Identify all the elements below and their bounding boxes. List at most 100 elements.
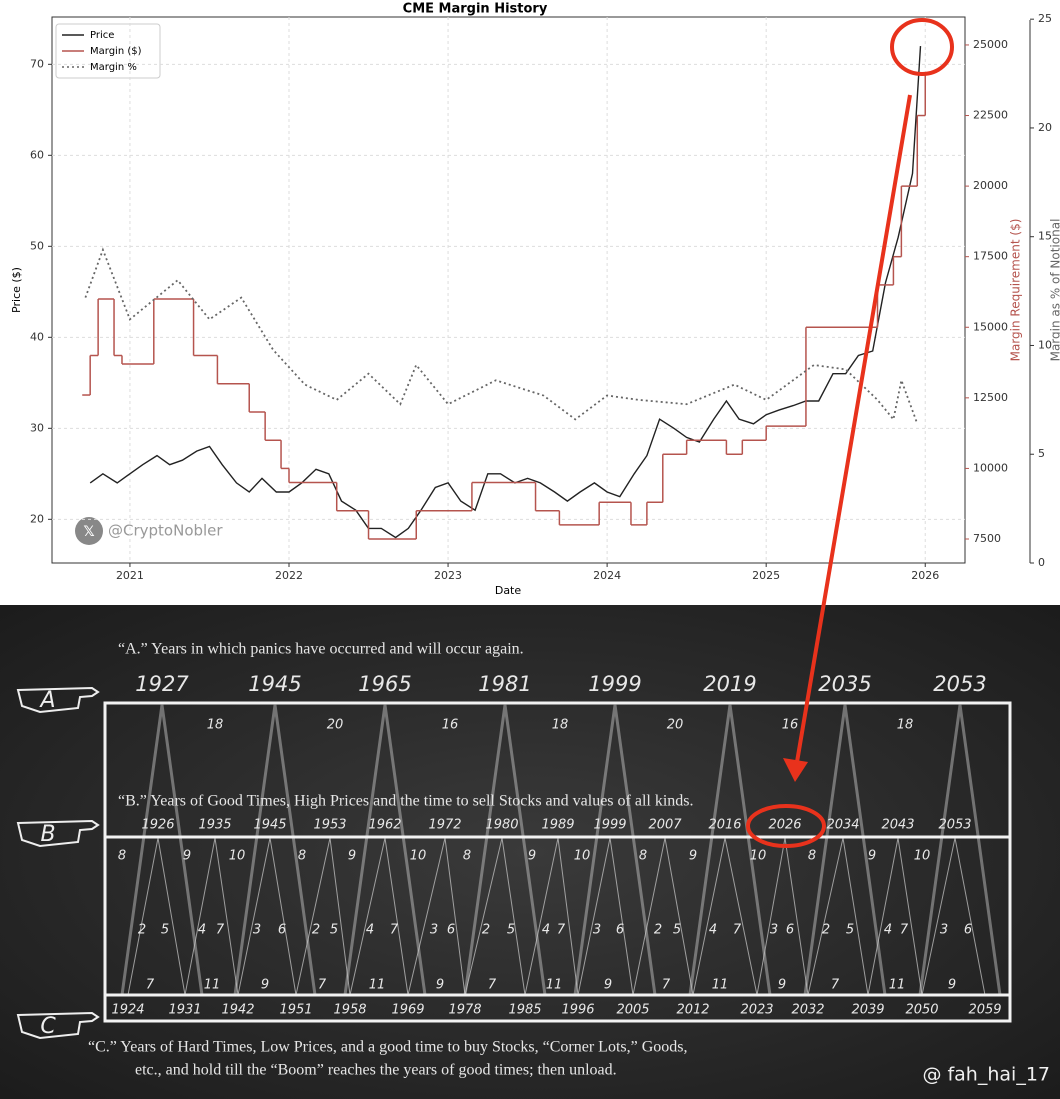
a-interval: 20 <box>667 718 684 733</box>
hand-label: B <box>40 822 55 847</box>
b-year: 1945 <box>253 818 286 833</box>
interval-number: 2 <box>482 923 490 938</box>
x-tick-label: 2022 <box>275 569 303 582</box>
y2-tick-label: 17500 <box>973 250 1008 263</box>
c-year: 1942 <box>221 1003 254 1018</box>
c-year: 1951 <box>279 1003 312 1018</box>
interval-number: 6 <box>447 923 455 938</box>
highlight-circle <box>890 18 954 76</box>
interval-number: 3 <box>770 923 778 938</box>
interval-number: 8 <box>298 849 306 864</box>
interval-number: 3 <box>253 923 261 938</box>
a-interval: 18 <box>207 718 224 733</box>
hands <box>16 686 100 1040</box>
interval-number: 11 <box>889 978 906 993</box>
interval-number: 5 <box>507 923 515 938</box>
interval-number: 7 <box>488 978 497 993</box>
interval-number: 9 <box>436 978 444 993</box>
c-year: 1958 <box>333 1003 366 1018</box>
y3-tick-label: 25 <box>1038 12 1052 25</box>
interval-number: 9 <box>183 849 191 864</box>
b-year: 1989 <box>541 818 574 833</box>
interval-number: 2 <box>138 923 146 938</box>
caption-a: “A.” Years in which panics have occurred… <box>118 641 524 658</box>
b-year: 2043 <box>881 818 914 833</box>
interval-number: 9 <box>689 849 697 864</box>
interval-number: 4 <box>709 923 717 938</box>
b-year: 1980 <box>485 818 518 833</box>
c-year: 1969 <box>391 1003 424 1018</box>
b-year: 2026 <box>768 818 801 833</box>
interval-number: 5 <box>846 923 854 938</box>
y2-tick-label: 25000 <box>973 38 1008 51</box>
interval-number: 7 <box>318 978 327 993</box>
a-year: 2019 <box>703 672 756 696</box>
interval-number: 2 <box>822 923 830 938</box>
a-cycle-lines <box>233 704 317 996</box>
a-cycle-lines <box>573 704 657 996</box>
svg-text:𝕏: 𝕏 <box>83 524 94 540</box>
chart-background <box>0 0 1060 605</box>
interval-number: 8 <box>639 849 647 864</box>
a-year: 1981 <box>478 672 531 696</box>
arrow-line <box>795 94 912 763</box>
y3-tick-label: 20 <box>1038 121 1052 134</box>
a-interval: 20 <box>327 718 344 733</box>
b-year: 1953 <box>313 818 346 833</box>
c-year: 2023 <box>740 1003 773 1018</box>
y-tick-label: 70 <box>30 57 44 70</box>
interval-number: 9 <box>948 978 956 993</box>
a-cycle-lines <box>803 704 887 996</box>
b-year: 1926 <box>141 818 174 833</box>
a-interval: 16 <box>782 718 799 733</box>
b-year: 1935 <box>198 818 231 833</box>
legend-label: Price <box>90 30 114 41</box>
caption-c: etc., and hold till the “Boom” reaches t… <box>135 1062 617 1079</box>
interval-number: 2 <box>654 923 662 938</box>
c-year: 2059 <box>968 1003 1001 1018</box>
a-cycle-lines <box>918 704 1002 996</box>
interval-number: 4 <box>366 923 374 938</box>
interval-number: 9 <box>348 849 356 864</box>
y-tick-label: 20 <box>30 512 44 525</box>
a-interval: 18 <box>552 718 569 733</box>
x-tick-label: 2023 <box>434 569 462 582</box>
b-year: 1972 <box>428 818 461 833</box>
caption-b: “B.” Years of Good Times, High Prices an… <box>118 793 694 810</box>
interval-number: 10 <box>750 849 767 864</box>
interval-number: 9 <box>261 978 269 993</box>
b-year: 1999 <box>593 818 626 833</box>
interval-number: 10 <box>914 849 931 864</box>
interval-number: 11 <box>369 978 386 993</box>
interval-number: 7 <box>557 923 566 938</box>
y2-tick-label: 20000 <box>973 179 1008 192</box>
interval-number: 11 <box>204 978 221 993</box>
interval-number: 8 <box>463 849 471 864</box>
a-cycle-lines <box>343 704 427 996</box>
b-year: 2016 <box>708 818 741 833</box>
series-line <box>89 46 922 539</box>
interval-number: 3 <box>430 923 438 938</box>
y2-tick-label: 15000 <box>973 320 1008 333</box>
x-tick-label: 2025 <box>752 569 780 582</box>
c-year: 1931 <box>168 1003 201 1018</box>
diagram-background <box>0 605 1060 1099</box>
y2-axis-label: Margin Requirement ($) <box>1009 219 1023 362</box>
interval-number: 3 <box>593 923 601 938</box>
hand-label: C <box>40 1014 56 1039</box>
c-year: 2005 <box>616 1003 649 1018</box>
y-tick-label: 30 <box>30 421 44 434</box>
x-axis-label: Date <box>495 584 522 597</box>
c-year: 1996 <box>561 1003 594 1018</box>
interval-number: 5 <box>673 923 681 938</box>
y-axis-label: Price ($) <box>10 267 23 313</box>
interval-number: 8 <box>808 849 816 864</box>
a-interval: 16 <box>442 718 459 733</box>
y2-tick-label: 10000 <box>973 461 1008 474</box>
c-band <box>103 993 1012 1023</box>
arrow-head <box>783 758 808 782</box>
chart-title: CME Margin History <box>403 2 548 17</box>
legend-label: Margin % <box>90 62 137 73</box>
legend-label: Margin ($) <box>90 46 142 57</box>
interval-number: 7 <box>733 923 742 938</box>
